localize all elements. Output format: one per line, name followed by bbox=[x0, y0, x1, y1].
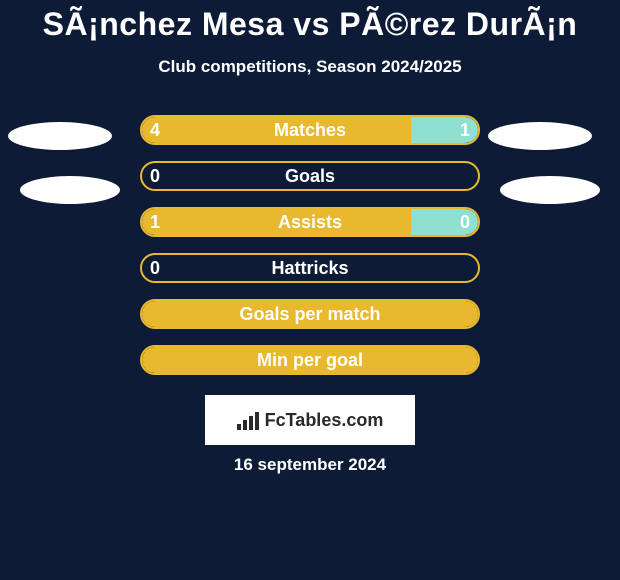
stat-bar-track bbox=[140, 253, 480, 283]
stat-row: Min per goal bbox=[0, 345, 620, 391]
date-label: 16 september 2024 bbox=[0, 455, 620, 475]
stat-bar-track bbox=[140, 115, 480, 145]
comparison-infographic: SÃ¡nchez Mesa vs PÃ©rez DurÃ¡n Club comp… bbox=[0, 0, 620, 580]
stat-row: Hattricks0 bbox=[0, 253, 620, 299]
page-title: SÃ¡nchez Mesa vs PÃ©rez DurÃ¡n bbox=[0, 0, 620, 43]
stat-row: Matches41 bbox=[0, 115, 620, 161]
stat-bar-left bbox=[142, 301, 478, 327]
logo-text: FcTables.com bbox=[265, 410, 384, 431]
stat-row: Goals per match bbox=[0, 299, 620, 345]
stat-bar-left bbox=[142, 209, 411, 235]
stat-bar-track bbox=[140, 207, 480, 237]
fctables-logo: FcTables.com bbox=[205, 395, 415, 445]
stat-row: Goals0 bbox=[0, 161, 620, 207]
stats-chart: Matches41Goals0Assists10Hattricks0Goals … bbox=[0, 115, 620, 391]
stat-bar-left bbox=[142, 117, 411, 143]
logo-bars-icon bbox=[237, 410, 259, 430]
stat-bar-track bbox=[140, 345, 480, 375]
subtitle: Club competitions, Season 2024/2025 bbox=[0, 57, 620, 77]
stat-bar-track bbox=[140, 299, 480, 329]
stat-bar-left bbox=[142, 347, 478, 373]
stat-row: Assists10 bbox=[0, 207, 620, 253]
stat-bar-track bbox=[140, 161, 480, 191]
stat-bar-right bbox=[411, 209, 478, 235]
stat-bar-right bbox=[411, 117, 478, 143]
